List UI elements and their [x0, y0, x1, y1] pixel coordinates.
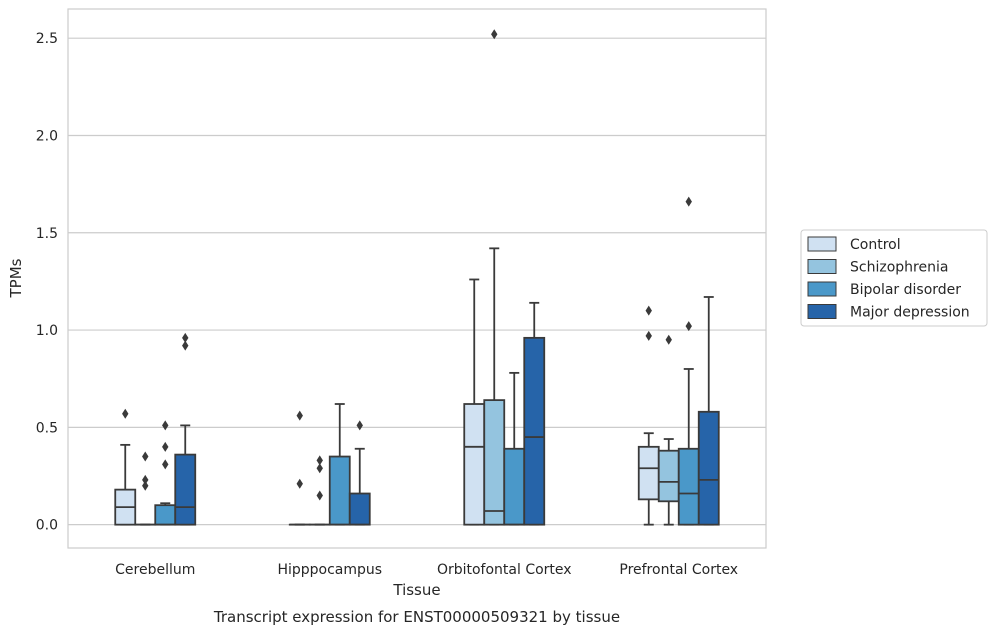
box-iqr	[483, 399, 506, 526]
box-iqr	[677, 447, 700, 526]
outlier-point	[356, 420, 363, 431]
legend-label: Major depression	[850, 305, 970, 321]
outlier-point	[316, 455, 323, 466]
legend-swatch	[807, 236, 837, 252]
outlier-point	[645, 330, 652, 341]
outlier-point	[685, 321, 692, 332]
x-tick-label: Hipppocampus	[277, 562, 382, 578]
chart-caption: Transcript expression for ENST0000050932…	[213, 608, 620, 626]
outlier-point	[316, 490, 323, 501]
legend-label: Schizophrenia	[850, 260, 948, 276]
box-major-depression	[174, 332, 197, 526]
outlier-point	[296, 478, 303, 489]
outlier-point	[182, 340, 189, 351]
legend: Control Schizophrenia Bipolar disorder Majo…	[800, 229, 988, 327]
box-bipolar-disorder	[328, 403, 351, 526]
outlier-point	[162, 441, 169, 452]
legend-swatch	[807, 281, 837, 297]
outlier-point	[316, 463, 323, 474]
outlier-point	[122, 408, 129, 419]
legend-label: Control	[850, 237, 901, 253]
x-tick-label: Cerebellum	[115, 562, 195, 578]
y-tick-label: 0.5	[36, 420, 58, 436]
outlier-point	[182, 332, 189, 343]
legend-swatch	[807, 304, 837, 319]
y-tick-label: 1.5	[36, 226, 58, 242]
box-iqr	[657, 449, 680, 503]
box-iqr	[523, 336, 546, 526]
legend-frame	[800, 229, 988, 327]
outlier-point	[685, 196, 692, 207]
y-tick-label: 2.5	[36, 31, 58, 47]
y-tick-labels: 0.0 0.5 1.0 1.5 2.0 2.5	[36, 31, 58, 533]
x-axis-label: Tissue	[392, 581, 440, 599]
outlier-point	[665, 334, 672, 345]
outlier-point	[142, 451, 149, 462]
box-major-depression	[697, 296, 720, 526]
box-iqr	[348, 492, 371, 526]
y-tick-label: 0.0	[36, 518, 58, 534]
box-schizophrenia	[483, 29, 506, 526]
box-iqr	[328, 455, 351, 526]
y-tick-label: 2.0	[36, 128, 58, 144]
x-tick-label: Orbitofontal Cortex	[437, 562, 572, 578]
y-tick-label: 1.0	[36, 323, 58, 339]
box-iqr	[463, 403, 486, 526]
outlier-point	[296, 410, 303, 421]
x-tick-labels: Cerebellum Hipppocampus Orbitofontal Corte…	[115, 562, 738, 578]
y-axis-label: TPMs	[7, 258, 25, 298]
box-groups	[114, 29, 720, 526]
box-control	[114, 408, 137, 526]
x-tick-label: Prefrontal Cortex	[619, 562, 738, 578]
box-iqr	[154, 504, 177, 526]
box-schizophrenia	[657, 334, 680, 526]
outlier-point	[162, 459, 169, 470]
box-iqr	[503, 447, 526, 526]
outlier-point	[491, 29, 498, 40]
outlier-point	[162, 420, 169, 431]
box-iqr	[637, 445, 660, 501]
box-iqr	[174, 453, 197, 526]
legend-swatch	[807, 259, 837, 274]
outlier-point	[645, 305, 652, 316]
box-control	[637, 305, 660, 526]
box-schizophrenia	[308, 455, 331, 526]
outlier-point	[142, 480, 149, 491]
box-iqr	[697, 410, 720, 526]
outlier-point	[142, 474, 149, 485]
legend-label: Bipolar disorder	[850, 282, 961, 298]
box-major-depression	[348, 420, 371, 526]
box-major-depression	[523, 301, 546, 526]
